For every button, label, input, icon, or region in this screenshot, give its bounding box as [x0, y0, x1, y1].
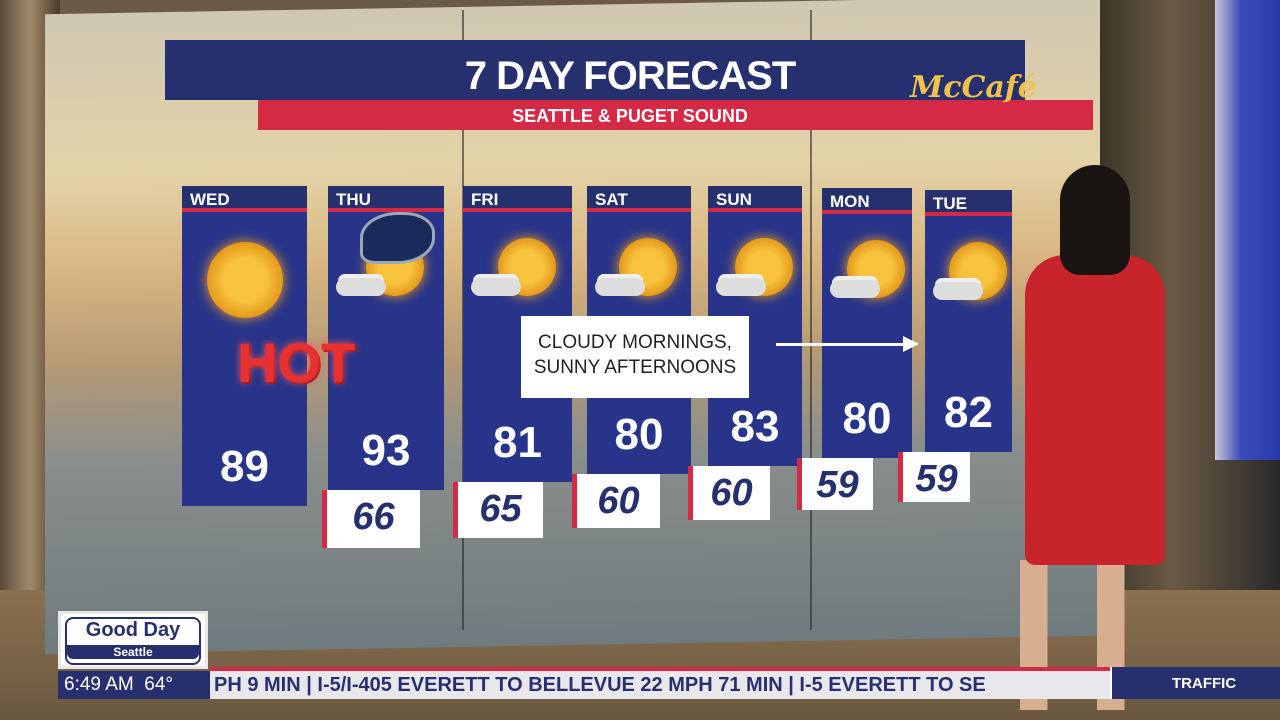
cloud-icon	[336, 278, 386, 296]
anchor-person	[1025, 255, 1165, 565]
high-temp: 82	[944, 388, 993, 437]
high-temp: 93	[361, 426, 411, 475]
day-name: MON	[822, 188, 912, 214]
current-time: 6:49 AM	[64, 674, 134, 695]
arrow-icon	[776, 343, 906, 346]
day-name: FRI	[463, 186, 572, 212]
hot-label: HOT	[237, 331, 356, 394]
day-name: TUE	[925, 190, 1012, 216]
high-temp: 83	[730, 402, 780, 451]
forecast-title: 7 DAY FORECAST	[464, 54, 797, 98]
day-column-wed: WED 89	[182, 186, 307, 506]
title-banner	[165, 40, 1025, 100]
high-temp: 80	[614, 410, 664, 459]
sun-icon	[206, 242, 283, 318]
video-wall-seam	[810, 10, 812, 630]
ticker-section-label: TRAFFIC	[1110, 667, 1280, 699]
high-temp: 89	[220, 442, 269, 491]
station-bug: Good Day Seattle	[58, 611, 208, 669]
forecast-callout: CLOUDY MORNINGS, SUNNY AFTERNOONS	[521, 316, 749, 398]
sponsor-logo: McCafé	[910, 70, 1037, 105]
studio-monitor	[1215, 0, 1280, 460]
seahawks-logo-icon	[360, 212, 435, 264]
subtitle-banner	[258, 100, 1093, 130]
high-temp: 80	[842, 394, 892, 443]
traffic-ticker: PH 9 MIN | I-5/I-405 EVERETT TO BELLEVUE…	[210, 671, 1110, 699]
high-temp: 81	[493, 418, 542, 467]
cloud-icon	[830, 280, 880, 298]
anchor-head	[1060, 165, 1130, 275]
day-column-tue: TUE 82	[925, 190, 1012, 452]
station-logo-subtext: Seattle	[67, 645, 199, 659]
current-temp: 64°	[144, 674, 174, 695]
time-temp: 6:49 AM 64°	[58, 671, 210, 699]
callout-line-2: SUNNY AFTERNOONS	[533, 357, 737, 378]
callout-line-1: CLOUDY MORNINGS,	[538, 332, 732, 353]
day-name: WED	[182, 186, 307, 212]
day-column-mon: MON 80	[822, 188, 912, 458]
cloud-icon	[716, 278, 766, 296]
day-name: SUN	[708, 186, 802, 212]
cloud-icon	[471, 278, 521, 296]
low-temp: 65	[453, 482, 543, 538]
day-name: SAT	[587, 186, 691, 212]
arrow-head-icon	[903, 336, 919, 352]
low-temp: 66	[322, 490, 420, 548]
day-name: THU	[328, 186, 444, 212]
low-temp: 60	[572, 474, 660, 528]
cloud-icon	[933, 282, 983, 300]
low-temp: 59	[797, 458, 873, 510]
cloud-icon	[595, 278, 645, 296]
ticker-accent	[210, 667, 1110, 671]
station-logo-text: Good Day	[85, 619, 181, 641]
station-logo: Good Day Seattle	[65, 617, 201, 665]
low-temp: 60	[688, 466, 770, 520]
forecast-subtitle: SEATTLE & PUGET SOUND	[512, 106, 748, 126]
low-temp: 59	[898, 452, 970, 502]
